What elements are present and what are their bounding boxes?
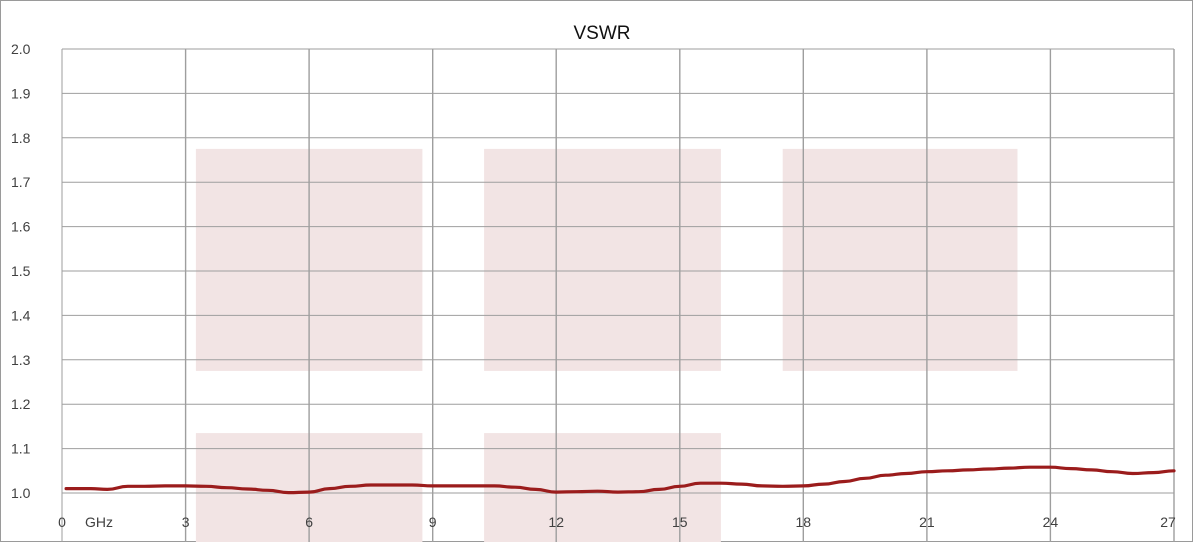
x-tick-label-1: 3 xyxy=(182,514,190,530)
shaded-region-1 xyxy=(484,148,721,371)
gridlines xyxy=(61,48,1175,542)
y-tick-label-2: 1.2 xyxy=(11,396,31,412)
x-tick-label-3: 9 xyxy=(429,514,437,530)
y-tick-label-5: 1.5 xyxy=(11,263,31,279)
y-tick-label-1: 1.1 xyxy=(11,441,31,457)
x-tick-label-6: 18 xyxy=(796,514,812,530)
x-tick-label-8: 24 xyxy=(1043,514,1059,530)
x-tick-label-7: 21 xyxy=(919,514,935,530)
series-layer xyxy=(64,465,1176,495)
x-axis-unit-label: GHz xyxy=(85,514,113,530)
x-tick-label-5: 15 xyxy=(672,514,688,530)
y-tick-label-9: 1.9 xyxy=(11,85,31,101)
tick-labels: 1.0 1.1 1.2 1.3 1.4 1.5 1.6 1.7 1.8 1.9 2.0 0 3 6 9 12 1… xyxy=(11,41,1176,530)
y-tick-label-0: 1.0 xyxy=(11,485,31,501)
y-tick-label-4: 1.4 xyxy=(11,307,31,323)
x-tick-label-2: 6 xyxy=(305,514,313,530)
y-tick-label-10: 2.0 xyxy=(11,41,31,57)
y-tick-label-3: 1.3 xyxy=(11,352,31,368)
shaded-region-2 xyxy=(782,148,1018,371)
chart-title: VSWR xyxy=(574,23,631,44)
x-tick-label-9: 27 xyxy=(1160,514,1176,530)
series-line-0 xyxy=(64,465,1176,495)
x-tick-label-0: 0 xyxy=(58,514,66,530)
y-tick-label-7: 1.7 xyxy=(11,174,31,190)
shaded-regions xyxy=(195,148,1018,542)
x-tick-label-4: 12 xyxy=(548,514,564,530)
y-tick-label-6: 1.6 xyxy=(11,219,31,235)
y-tick-label-8: 1.8 xyxy=(11,130,31,146)
